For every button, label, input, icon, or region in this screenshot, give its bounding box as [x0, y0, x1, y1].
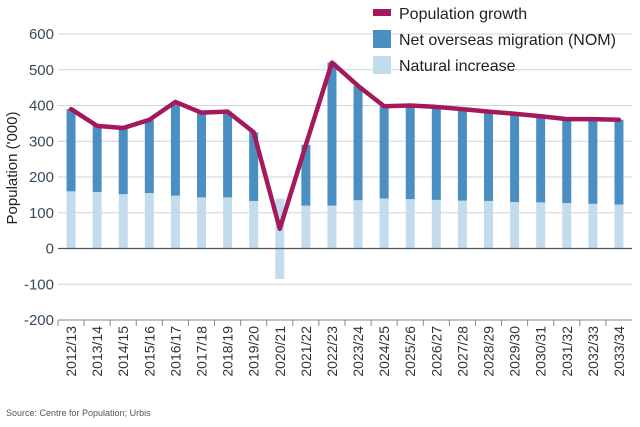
- axes: [57, 247, 632, 326]
- x-tick-label: 2017/18: [194, 326, 210, 377]
- bar-nom: [510, 113, 520, 203]
- x-tick-label: 2027/28: [454, 326, 470, 377]
- population-growth-polyline: [68, 60, 622, 232]
- x-tick-label: 2032/33: [585, 326, 601, 377]
- bar-natural-increase: [66, 191, 76, 249]
- bar-nom: [170, 101, 180, 196]
- bar-natural-increase: [510, 202, 520, 249]
- bar-natural-increase: [431, 199, 441, 249]
- bar-nom: [431, 106, 441, 200]
- y-tick-label: 0: [46, 241, 54, 258]
- x-tick-label: 2028/29: [481, 326, 497, 377]
- x-tick-label: 2026/27: [428, 326, 444, 377]
- bar-nom: [405, 105, 415, 200]
- legend-swatch-natural-increase: [373, 56, 391, 74]
- bar-natural-increase: [327, 205, 337, 249]
- bar-nom: [118, 128, 128, 195]
- x-tick-label: 2018/19: [220, 326, 236, 377]
- bar-natural-increase: [249, 200, 259, 249]
- bar-natural-increase: [92, 192, 102, 249]
- y-tick-label: 200: [29, 169, 54, 186]
- bar-natural-increase: [457, 200, 467, 249]
- bar-nom: [197, 112, 206, 198]
- source-note: Source: Centre for Population; Urbis: [6, 408, 151, 418]
- bar-nom: [562, 119, 572, 204]
- y-tick-label: -200: [24, 312, 54, 329]
- bar-natural-increase: [588, 203, 598, 249]
- bar-natural-increase: [170, 195, 180, 249]
- y-tick-labels: 600 500 400 300 200 100 0 -100 -200: [24, 26, 54, 329]
- x-tick-label: 2012/13: [63, 326, 79, 377]
- legend-swatch-population-growth: [373, 9, 391, 16]
- x-tick-label: 2014/15: [115, 326, 131, 377]
- x-tick-label: 2024/25: [376, 326, 392, 377]
- x-tick-label: 2019/20: [246, 326, 262, 377]
- bar-natural-increase: [484, 200, 493, 249]
- bar-nom: [327, 62, 337, 206]
- x-tick-label: 2033/34: [611, 326, 627, 377]
- y-tick-label: -100: [24, 276, 54, 293]
- legend-label-nom: Net overseas migration (NOM): [399, 32, 616, 49]
- y-tick-label: 600: [29, 26, 54, 43]
- bar-natural-increase: [562, 203, 572, 249]
- bar-natural-increase: [301, 205, 311, 249]
- legend-label-natural-increase: Natural increase: [399, 58, 516, 75]
- bar-natural-increase: [118, 194, 128, 249]
- bar-nom: [536, 116, 546, 203]
- bar-natural-increase: [353, 200, 363, 249]
- x-tick-label: 2025/26: [402, 326, 418, 377]
- y-tick-label: 100: [29, 205, 54, 222]
- x-tick-label: 2013/14: [89, 326, 105, 377]
- y-tick-label: 300: [29, 133, 54, 150]
- x-tick-label: 2031/32: [559, 326, 575, 377]
- bar-nom: [614, 119, 624, 205]
- x-tick-label: 2016/17: [167, 326, 183, 377]
- x-tick-label: 2030/31: [533, 326, 549, 377]
- bar-nom: [66, 109, 76, 192]
- x-tick-label: 2023/24: [350, 326, 366, 377]
- x-tick-label: 2015/16: [141, 326, 157, 377]
- population-growth-line: [68, 60, 622, 232]
- bar-nom: [353, 85, 363, 201]
- bar-nom-negative: [275, 248, 285, 279]
- bar-nom: [144, 119, 154, 194]
- bar-nom: [249, 132, 259, 201]
- x-tick-label: 2022/23: [324, 326, 340, 377]
- x-tick-labels: 2012/13 2013/14 2014/15 2015/16 2016/17 2017/…: [63, 326, 627, 377]
- bars: [66, 62, 624, 279]
- legend-swatch-nom: [373, 30, 391, 48]
- bar-natural-increase: [379, 198, 389, 249]
- bar-nom: [588, 119, 598, 204]
- bar-natural-increase: [144, 193, 154, 249]
- bar-nom: [457, 109, 467, 201]
- bar-nom: [379, 106, 389, 199]
- bar-natural-increase: [197, 197, 206, 249]
- bar-nom: [92, 125, 102, 193]
- legend: Population growth Net overseas migration…: [373, 6, 616, 75]
- bar-natural-increase: [536, 202, 546, 249]
- y-tick-label: 400: [29, 98, 54, 115]
- x-tick-label: 2021/22: [298, 326, 314, 377]
- legend-label-population-growth: Population growth: [399, 6, 527, 23]
- bar-nom: [484, 111, 493, 201]
- x-tick-label: 2020/21: [272, 326, 288, 377]
- bar-natural-increase: [223, 197, 233, 249]
- y-axis-title: Population ('000): [4, 112, 21, 225]
- x-tick-label: 2029/30: [507, 326, 523, 377]
- bar-natural-increase: [614, 204, 624, 249]
- y-tick-label: 500: [29, 62, 54, 79]
- bar-nom: [301, 144, 311, 206]
- bar-nom: [223, 111, 233, 198]
- bar-natural-increase: [405, 199, 415, 249]
